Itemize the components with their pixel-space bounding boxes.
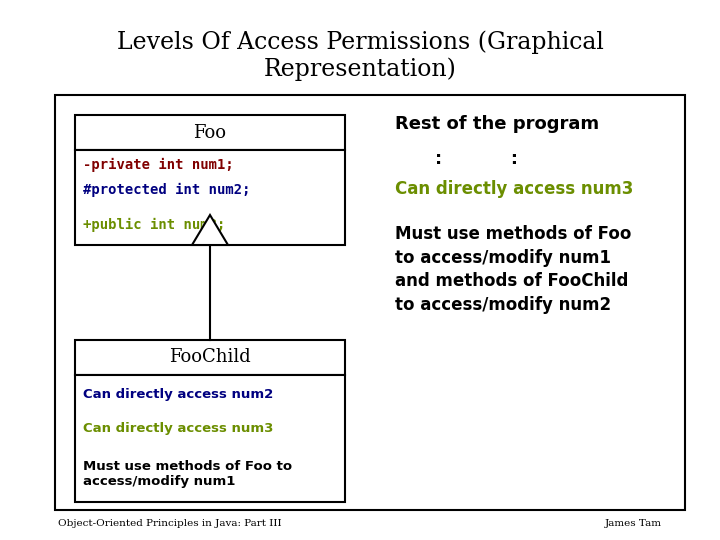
Text: Can directly access num2: Can directly access num2 xyxy=(83,388,274,401)
Text: :           :: : : xyxy=(435,150,518,168)
Text: Levels Of Access Permissions (Graphical
Representation): Levels Of Access Permissions (Graphical … xyxy=(117,30,603,81)
Text: Object-Oriented Principles in Java: Part III: Object-Oriented Principles in Java: Part… xyxy=(58,519,282,528)
Text: James Tam: James Tam xyxy=(605,519,662,528)
Text: FooChild: FooChild xyxy=(169,348,251,367)
Polygon shape xyxy=(192,215,228,245)
Bar xyxy=(75,375,345,502)
Bar xyxy=(75,115,345,150)
Bar xyxy=(75,340,345,375)
Text: Can directly access num3: Can directly access num3 xyxy=(395,180,634,198)
Text: #protected int num2;: #protected int num2; xyxy=(83,183,251,197)
Text: Can directly access num3: Can directly access num3 xyxy=(83,422,274,435)
Bar xyxy=(55,95,685,510)
Text: +public int num3;: +public int num3; xyxy=(83,218,225,232)
Text: Must use methods of Foo
to access/modify num1
and methods of FooChild
to access/: Must use methods of Foo to access/modify… xyxy=(395,225,631,314)
Text: Foo: Foo xyxy=(194,124,227,141)
Bar xyxy=(75,150,345,245)
Text: Rest of the program: Rest of the program xyxy=(395,115,599,133)
Text: -private int num1;: -private int num1; xyxy=(83,158,234,172)
Text: Must use methods of Foo to
access/modify num1: Must use methods of Foo to access/modify… xyxy=(83,460,292,488)
